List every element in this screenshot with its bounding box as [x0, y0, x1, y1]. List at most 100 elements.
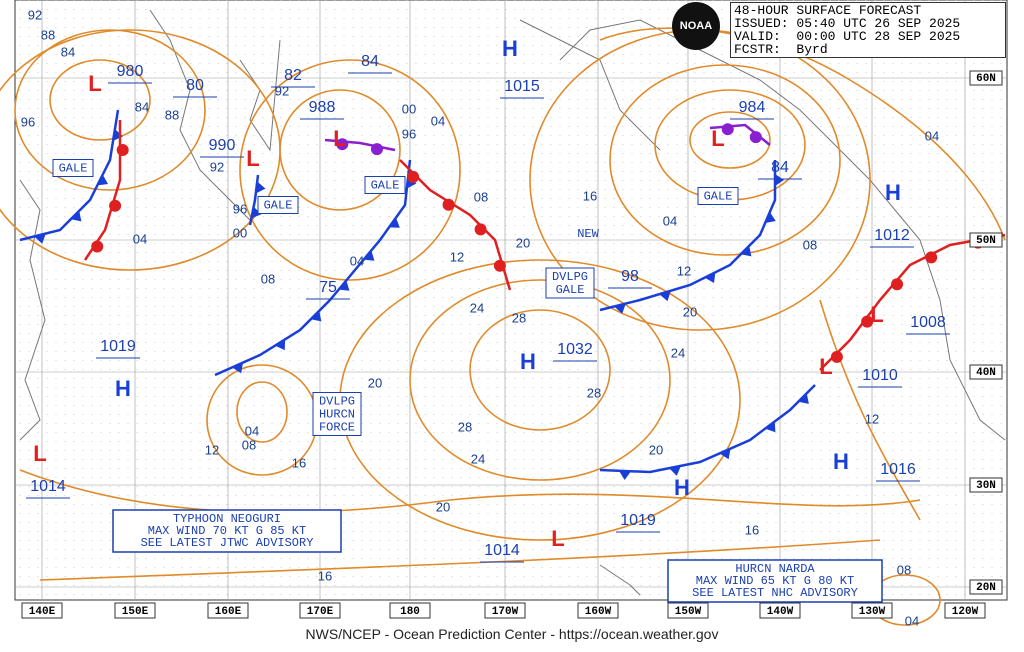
front-symbol	[251, 206, 262, 219]
lon-label-box	[944, 602, 986, 619]
lon-label-box	[577, 602, 619, 619]
lat-label: 20N	[976, 582, 996, 594]
front-symbol	[389, 217, 400, 228]
pressure-value: 1014	[30, 478, 66, 495]
front-symbol	[97, 174, 109, 186]
warning-box: GALE	[264, 199, 293, 213]
lat-label: 30N	[976, 480, 996, 492]
box-frame	[364, 176, 406, 194]
cold-front	[599, 160, 777, 312]
front-symbol	[925, 251, 938, 264]
lon-label: 140E	[29, 606, 56, 618]
isobar-label: 08	[242, 437, 256, 452]
isobar-label: 04	[925, 128, 939, 143]
front-symbol	[232, 362, 243, 374]
warning-box: DVLPG HURCN FORCE	[319, 395, 355, 435]
isobar-label: 24	[470, 300, 484, 315]
front-symbol	[109, 199, 122, 212]
pressure-value: 1008	[910, 314, 946, 331]
front-symbol	[861, 315, 874, 328]
isobar-label: 16	[318, 568, 332, 583]
front-symbol	[619, 470, 631, 480]
high-center: H	[115, 376, 131, 401]
front-symbol	[116, 144, 129, 156]
isobar-label: 84	[135, 99, 149, 114]
lon-label: 160E	[215, 606, 242, 618]
isobar-label: 08	[897, 562, 911, 577]
front-symbol	[669, 465, 681, 476]
low-center: L	[33, 441, 46, 466]
isobar-label: 20	[516, 235, 530, 250]
lon-label-box	[667, 602, 709, 619]
pressure-value: 990	[209, 137, 236, 154]
front-symbol	[798, 393, 809, 404]
lat-label: 50N	[976, 235, 996, 247]
warning-box: GALE	[704, 190, 733, 204]
advisory-line: MAX WIND 65 KT G 80 KT	[696, 574, 854, 588]
advisory-frame	[667, 559, 883, 603]
advisory-line: TYPHOON NEOGURI	[173, 512, 281, 526]
isobar-label: 04	[905, 613, 919, 628]
pressure-value: 1010	[862, 367, 898, 384]
pressure-value: 1016	[880, 461, 916, 478]
isobar-label: 00	[402, 101, 416, 116]
box-frame	[697, 187, 739, 205]
lon-label: 180	[400, 606, 420, 618]
isobar-label: 88	[165, 107, 179, 122]
isobar-label: 08	[803, 237, 817, 252]
lat-label-box	[969, 232, 1003, 248]
isobar-label: 96	[402, 126, 416, 141]
pressure-value: 84	[771, 159, 789, 176]
pressure-value: 1019	[100, 338, 136, 355]
isobar-label: 28	[587, 385, 601, 400]
isobar-label: 00	[233, 225, 247, 240]
lon-label-box	[484, 602, 526, 619]
isobar-label: 88	[41, 27, 55, 42]
pressure-value: 1014	[484, 542, 520, 559]
isobar-label: 20	[649, 442, 663, 457]
warm-front	[399, 159, 512, 291]
front-symbol	[274, 339, 286, 351]
high-center: H	[520, 349, 536, 374]
isobar-label: 16	[292, 455, 306, 470]
pressure-value: 80	[186, 77, 204, 94]
isobar-label: 16	[745, 522, 759, 537]
isobar-label: 92	[275, 83, 289, 98]
box-frame	[52, 159, 94, 177]
front-symbol	[891, 278, 904, 291]
lon-label: 120W	[952, 606, 979, 618]
new-label: NEW	[577, 227, 599, 241]
front-symbol	[765, 211, 776, 224]
lon-label-box	[114, 602, 156, 619]
lat-label-box	[969, 579, 1003, 595]
isobar-label: 84	[61, 44, 75, 59]
isobar-label: 04	[350, 253, 364, 268]
front-symbol	[721, 123, 734, 136]
isobar-label: 24	[471, 451, 485, 466]
lon-label-box	[759, 602, 801, 619]
front-symbol	[614, 303, 626, 314]
pressure-value: 1019	[620, 512, 656, 529]
isobar-label: 20	[436, 499, 450, 514]
pressure-value: 84	[361, 53, 379, 70]
lon-label-box	[389, 602, 431, 619]
lon-label: 170W	[492, 606, 519, 618]
front-symbol	[34, 233, 46, 244]
high-center: H	[502, 36, 518, 61]
front-symbol	[338, 280, 350, 291]
cold-front	[19, 109, 120, 242]
low-center: L	[870, 302, 883, 327]
lon-label: 130W	[859, 606, 886, 618]
isobar-label: 28	[458, 419, 472, 434]
lon-label-box	[207, 602, 249, 619]
front-symbol	[363, 250, 375, 261]
warning-box: GALE	[59, 162, 88, 176]
pressure-value: 75	[319, 279, 337, 296]
warning-box: DVLPG GALE	[552, 270, 588, 297]
front-symbol	[775, 174, 784, 186]
front-symbol	[474, 223, 487, 236]
front-symbol	[255, 181, 266, 194]
lon-label-box	[851, 602, 893, 619]
front-symbol	[493, 259, 506, 272]
